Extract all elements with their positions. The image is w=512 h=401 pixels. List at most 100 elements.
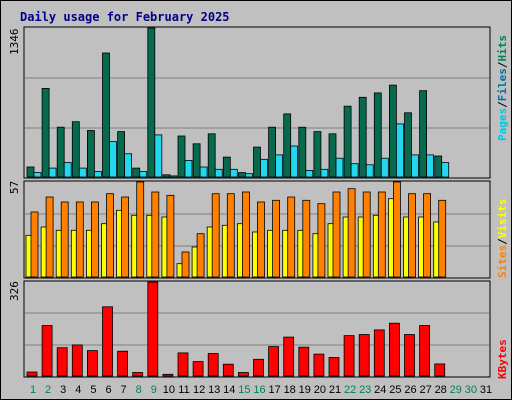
bar-kbytes-day-12 <box>192 361 204 377</box>
bar-files-day-25 <box>395 123 404 178</box>
day-label-31: 31 <box>480 384 492 396</box>
bar-hits-day-12 <box>192 143 201 178</box>
bar-hits-day-22 <box>343 105 352 178</box>
panel3-max-label: 326 <box>8 281 21 301</box>
legend-sep2: / <box>496 61 509 68</box>
bar-kbytes-day-18 <box>283 336 295 377</box>
bar-files-day-15 <box>244 173 253 178</box>
panel2-max-label: 57 <box>8 181 21 194</box>
legend-sites: Sites <box>496 245 509 278</box>
bar-kbytes-day-23 <box>358 334 370 377</box>
bar-sites-day-1 <box>30 211 39 278</box>
bar-files-day-16 <box>260 158 268 178</box>
bar-files-day-1 <box>33 172 42 178</box>
day-label-18: 18 <box>284 384 296 396</box>
bar-kbytes-day-28 <box>434 363 446 377</box>
bar-sites-day-9 <box>151 191 160 278</box>
bar-sites-day-17 <box>272 199 281 278</box>
day-label-13: 13 <box>208 384 220 396</box>
day-label-27: 27 <box>419 384 431 396</box>
bar-sites-day-7 <box>121 196 129 278</box>
bar-kbytes-day-24 <box>373 329 385 377</box>
legend-visits: Visits <box>496 199 509 239</box>
bar-files-day-28 <box>441 162 450 178</box>
bar-kbytes-day-3 <box>56 347 68 377</box>
day-label-11: 11 <box>178 384 189 396</box>
bar-sites-day-19 <box>302 199 311 278</box>
bar-files-day-26 <box>411 154 419 178</box>
bar-kbytes-day-27 <box>419 325 431 377</box>
bar-files-day-22 <box>350 163 359 178</box>
day-label-3: 3 <box>60 384 66 396</box>
bar-hits-day-17 <box>268 126 277 178</box>
bar-hits-day-19 <box>298 126 307 178</box>
panel1-legend: Pages/Files/Hits <box>496 35 509 141</box>
bar-sites-day-25 <box>392 181 401 278</box>
bar-hits-day-1 <box>26 166 35 178</box>
day-label-26: 26 <box>404 384 416 396</box>
bar-sites-day-8 <box>136 181 145 278</box>
panel3-legend: KBytes <box>496 339 509 379</box>
bar-sites-day-13 <box>211 193 220 278</box>
bar-files-day-14 <box>229 168 238 178</box>
bar-sites-day-22 <box>347 188 356 278</box>
bar-hits-day-28 <box>434 155 443 178</box>
bar-sites-day-24 <box>377 191 386 278</box>
bar-files-day-17 <box>275 154 284 178</box>
bar-files-day-20 <box>320 168 329 178</box>
bar-files-day-2 <box>48 167 57 178</box>
legend-files: Files <box>496 68 509 101</box>
bar-files-day-24 <box>380 157 389 178</box>
bar-sites-day-16 <box>257 201 265 278</box>
bar-kbytes-day-4 <box>71 344 83 377</box>
day-label-15: 15 <box>238 384 250 396</box>
bar-sites-day-12 <box>196 233 205 278</box>
day-label-14: 14 <box>223 384 235 396</box>
bar-kbytes-day-21 <box>328 357 340 377</box>
bar-files-day-8 <box>139 171 148 178</box>
day-label-20: 20 <box>314 384 326 396</box>
bar-sites-day-15 <box>241 191 250 278</box>
bar-files-day-10 <box>169 175 178 178</box>
bar-files-day-7 <box>124 153 132 178</box>
bar-hits-day-20 <box>313 131 322 178</box>
bar-hits-day-6 <box>102 52 110 178</box>
day-label-21: 21 <box>329 384 341 396</box>
bar-files-day-21 <box>335 157 344 178</box>
bar-hits-day-7 <box>117 131 125 178</box>
day-label-17: 17 <box>268 384 280 396</box>
bar-hits-day-8 <box>132 167 141 178</box>
legend-hits: Hits <box>496 35 509 62</box>
bar-hits-day-14 <box>222 156 231 178</box>
bar-kbytes-day-13 <box>207 353 219 377</box>
bar-kbytes-day-10 <box>162 373 174 377</box>
day-label-4: 4 <box>75 384 81 396</box>
day-label-29: 29 <box>450 384 462 396</box>
bars-group <box>25 27 450 377</box>
bar-kbytes-day-5 <box>87 350 98 377</box>
bar-files-day-13 <box>214 168 223 178</box>
day-label-9: 9 <box>151 384 157 396</box>
day-label-12: 12 <box>193 384 205 396</box>
bar-kbytes-day-9 <box>147 281 159 377</box>
bar-sites-day-27 <box>423 193 432 278</box>
bar-hits-day-23 <box>358 96 367 178</box>
bar-files-day-3 <box>63 162 72 178</box>
legend-sep3: / <box>496 238 509 245</box>
panel2-legend: Sites/Visits <box>496 199 509 279</box>
bar-files-day-19 <box>305 169 314 178</box>
bar-hits-day-10 <box>162 174 171 178</box>
bar-kbytes-day-22 <box>343 335 355 377</box>
day-label-2: 2 <box>45 384 51 396</box>
panel1-max-label: 1346 <box>8 29 21 56</box>
bar-sites-day-3 <box>60 201 69 278</box>
bar-sites-day-21 <box>332 191 341 278</box>
bar-kbytes-day-16 <box>253 358 264 377</box>
bar-kbytes-day-7 <box>117 350 128 377</box>
day-label-1: 1 <box>30 384 36 396</box>
day-label-16: 16 <box>253 384 265 396</box>
bar-hits-day-25 <box>388 84 397 178</box>
day-label-10: 10 <box>163 384 175 396</box>
day-label-30: 30 <box>465 384 477 396</box>
